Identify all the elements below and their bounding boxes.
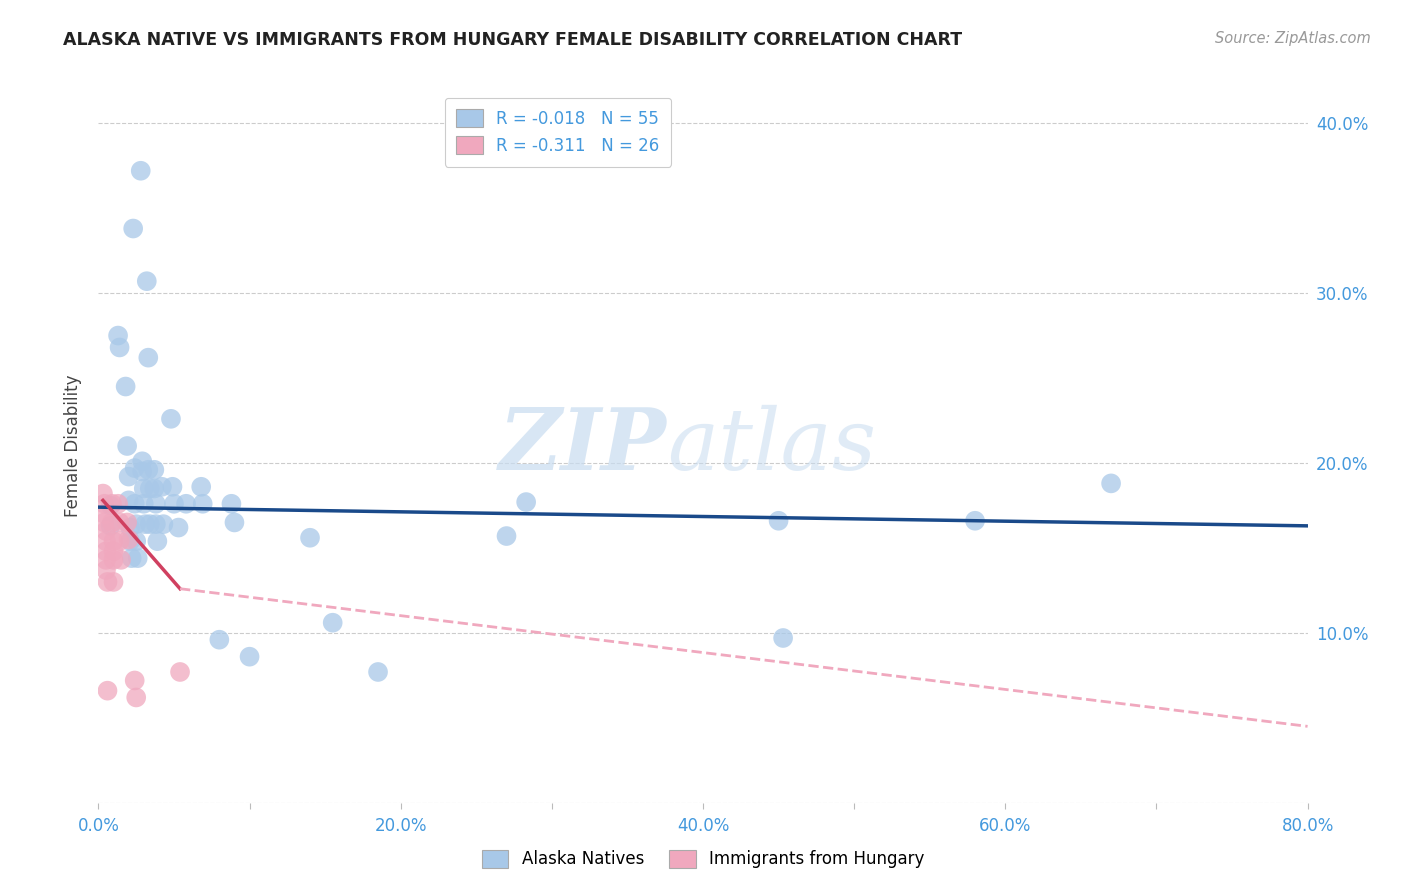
Point [124, 673, 146, 688]
Point [169, 665, 191, 679]
Point [965, 514, 987, 528]
Point [145, 497, 167, 511]
Point [131, 465, 153, 479]
Point [100, 499, 122, 513]
Point [191, 497, 214, 511]
Point [515, 495, 537, 509]
Point [94, 553, 117, 567]
Point [94, 524, 117, 538]
Point [114, 379, 136, 393]
Point [299, 531, 322, 545]
Point [108, 534, 131, 549]
Point [103, 544, 125, 558]
Point [94, 534, 117, 549]
Point [143, 482, 166, 496]
Point [110, 553, 132, 567]
Point [239, 649, 262, 664]
Point [1099, 476, 1122, 491]
Point [101, 516, 124, 530]
Point [94, 563, 117, 577]
Point [322, 615, 344, 630]
Point [120, 520, 142, 534]
Point [93, 497, 115, 511]
Point [132, 482, 155, 496]
Point [108, 341, 131, 355]
Point [131, 454, 153, 468]
Point [91, 486, 114, 500]
Point [115, 516, 138, 530]
Point [118, 493, 141, 508]
Point [96, 683, 118, 698]
Point [107, 328, 129, 343]
Point [107, 497, 129, 511]
Point [160, 412, 183, 426]
Point [136, 351, 159, 365]
Point [118, 533, 141, 547]
Point [208, 632, 231, 647]
Point [120, 534, 142, 549]
Point [124, 497, 146, 511]
Point [145, 517, 167, 532]
Point [143, 463, 166, 477]
Point [125, 690, 148, 705]
Point [101, 497, 124, 511]
Text: ZIP: ZIP [499, 404, 666, 488]
Point [163, 497, 186, 511]
Point [125, 534, 148, 549]
Point [150, 480, 173, 494]
Point [768, 514, 790, 528]
Point [100, 519, 122, 533]
Point [221, 497, 243, 511]
Point [115, 439, 138, 453]
Point [139, 482, 162, 496]
Point [122, 221, 145, 235]
Text: ALASKA NATIVE VS IMMIGRANTS FROM HUNGARY FEMALE DISABILITY CORRELATION CHART: ALASKA NATIVE VS IMMIGRANTS FROM HUNGARY… [63, 31, 962, 49]
Text: atlas: atlas [666, 405, 876, 487]
Point [108, 516, 131, 530]
Legend: R = -0.018   N = 55, R = -0.311   N = 26: R = -0.018 N = 55, R = -0.311 N = 26 [444, 97, 671, 167]
Point [118, 469, 141, 483]
Point [94, 544, 117, 558]
Point [129, 163, 152, 178]
Point [103, 553, 125, 567]
Point [146, 534, 169, 549]
Point [93, 507, 115, 521]
Point [103, 574, 125, 589]
Point [136, 463, 159, 477]
Y-axis label: Female Disability: Female Disability [65, 375, 83, 517]
Point [96, 574, 118, 589]
Point [772, 631, 794, 645]
Point [127, 551, 149, 566]
Point [152, 517, 174, 532]
Point [367, 665, 389, 679]
Point [134, 517, 156, 532]
Point [162, 480, 184, 494]
Point [124, 461, 146, 475]
Point [139, 517, 162, 532]
Point [224, 516, 246, 530]
Point [167, 520, 190, 534]
Point [103, 534, 125, 549]
Point [121, 551, 143, 566]
Text: Source: ZipAtlas.com: Source: ZipAtlas.com [1215, 31, 1371, 46]
Point [93, 516, 115, 530]
Point [132, 497, 155, 511]
Point [495, 529, 517, 543]
Legend: Alaska Natives, Immigrants from Hungary: Alaska Natives, Immigrants from Hungary [474, 841, 932, 877]
Point [135, 274, 157, 288]
Point [174, 497, 197, 511]
Point [190, 480, 212, 494]
Point [125, 517, 148, 532]
